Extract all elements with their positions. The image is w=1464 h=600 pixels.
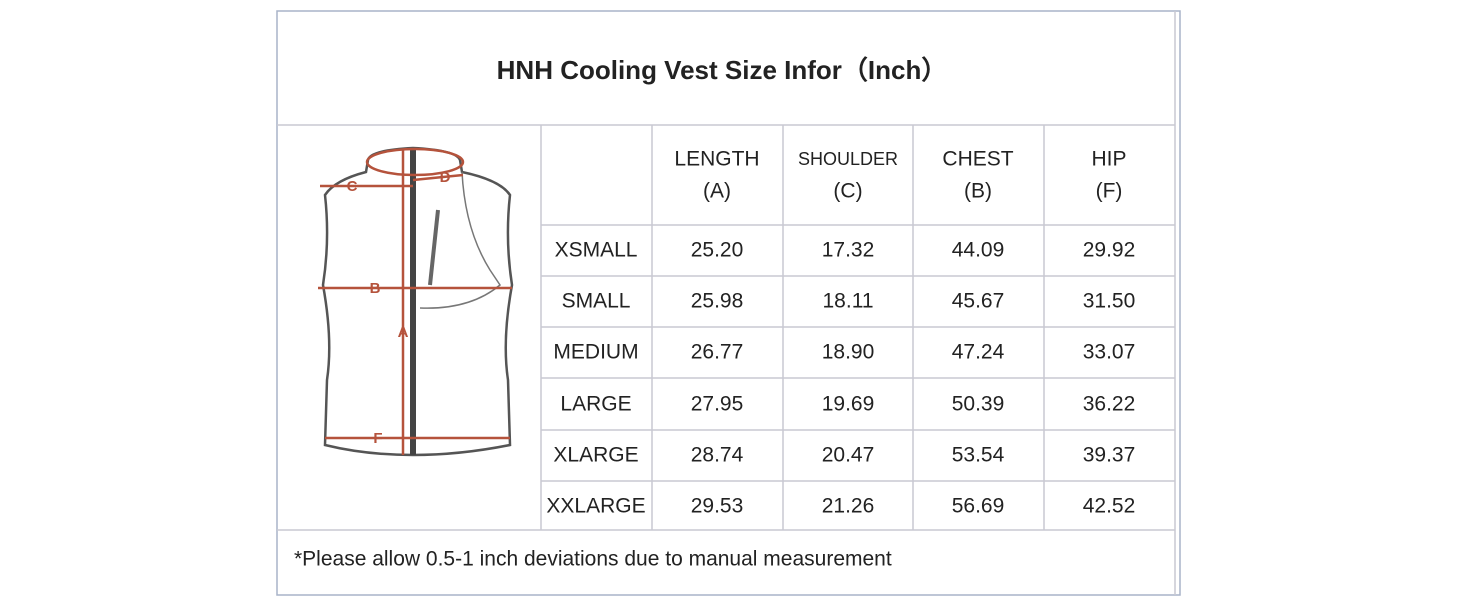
cell-value: 18.11 [823,290,874,313]
size-name: LARGE [560,393,631,416]
vest-diagram: C D B A F [318,146,514,457]
cell-value: 33.07 [1083,341,1136,364]
cell-value: 39.37 [1083,444,1136,467]
grid [277,11,1176,595]
diagram-label: C [347,178,358,195]
size-name: MEDIUM [553,341,638,364]
cell-value: 29.92 [1083,239,1136,262]
cell-value: 29.53 [691,495,744,518]
size-name: SMALL [562,290,631,313]
cell-value: 36.22 [1083,393,1136,416]
column-header: (C) [833,180,862,203]
cell-value: 50.39 [952,393,1005,416]
cell-value: 19.69 [822,393,875,416]
cell-value: 31.50 [1083,290,1136,313]
column-header: LENGTH [674,148,759,171]
cell-value: 26.77 [691,341,744,364]
cell-value: 47.24 [952,341,1005,364]
cell-value: 25.20 [691,239,744,262]
cell-value: 42.52 [1083,495,1136,518]
cell-value: 44.09 [952,239,1005,262]
cell-value: 56.69 [952,495,1005,518]
column-header: (B) [964,180,992,203]
cell-value: 28.74 [691,444,744,467]
footnote: *Please allow 0.5-1 inch deviations due … [294,548,892,571]
column-header: CHEST [942,148,1013,171]
diagram-label: A [398,324,409,341]
column-header: HIP [1091,148,1126,171]
size-name: XLARGE [553,444,638,467]
cell-value: 25.98 [691,290,744,313]
cell-value: 21.26 [822,495,875,518]
cell-value: 45.67 [952,290,1005,313]
cell-value: 53.54 [952,444,1005,467]
title: HNH Cooling Vest Size Infor（Inch） [497,55,948,85]
size-name: XXLARGE [546,495,645,518]
cell-value: 18.90 [822,341,875,364]
cell-value: 27.95 [691,393,744,416]
diagram-label: B [370,280,381,297]
column-header: SHOULDER [798,149,898,169]
size-name: XSMALL [555,239,638,262]
column-header: (F) [1096,180,1123,203]
cell-value: 17.32 [822,239,875,262]
diagram-label: F [373,430,382,447]
diagram-label: D [440,169,451,186]
cell-value: 20.47 [822,444,875,467]
column-header: (A) [703,180,731,203]
